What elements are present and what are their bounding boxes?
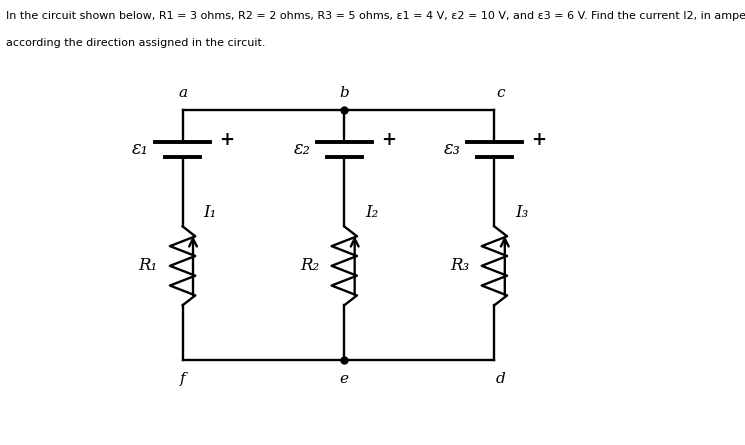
Text: ε₁: ε₁	[132, 140, 149, 158]
Text: I₃: I₃	[516, 204, 529, 221]
Text: In the circuit shown below, R1 = 3 ohms, R2 = 2 ohms, R3 = 5 ohms, ε1 = 4 V, ε2 : In the circuit shown below, R1 = 3 ohms,…	[6, 11, 745, 21]
Text: I₁: I₁	[203, 204, 217, 221]
Text: R₂: R₂	[300, 257, 319, 275]
Text: +: +	[219, 131, 234, 149]
Text: +: +	[530, 131, 546, 149]
Text: ε₃: ε₃	[444, 140, 460, 158]
Text: c: c	[496, 86, 504, 100]
Text: d: d	[495, 372, 505, 386]
Text: e: e	[340, 372, 349, 386]
Text: b: b	[340, 86, 349, 100]
Text: a: a	[178, 86, 187, 100]
Text: f: f	[180, 372, 186, 386]
Text: ε₂: ε₂	[294, 140, 311, 158]
Text: I₂: I₂	[365, 204, 378, 221]
Text: according the direction assigned in the circuit.: according the direction assigned in the …	[6, 38, 265, 48]
Text: R₃: R₃	[450, 257, 469, 275]
Text: R₁: R₁	[139, 257, 157, 275]
Text: +: +	[381, 131, 396, 149]
